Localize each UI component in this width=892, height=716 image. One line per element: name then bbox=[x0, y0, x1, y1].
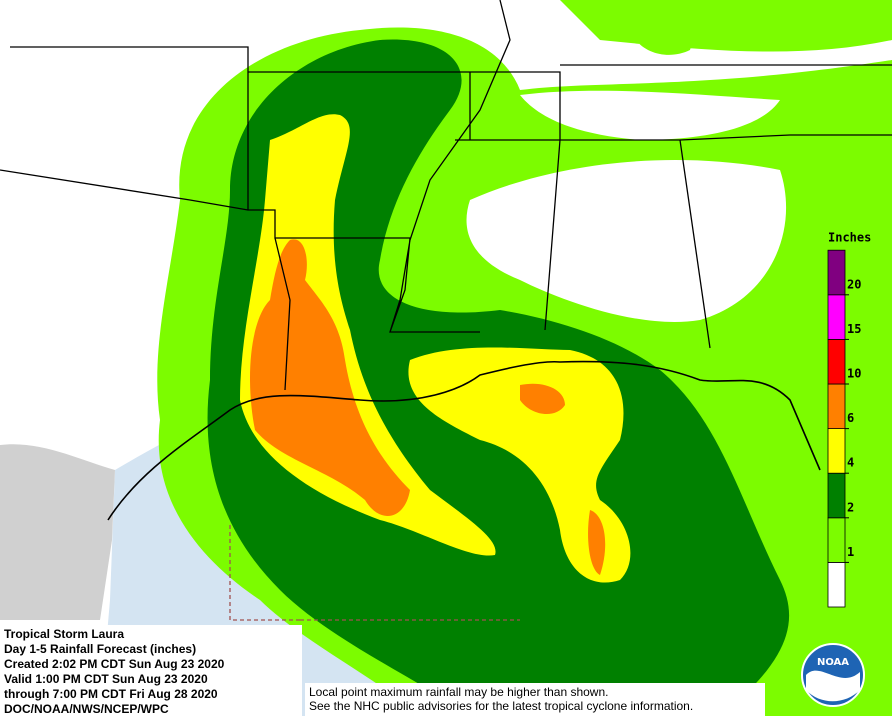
info-line: Created 2:02 PM CDT Sun Aug 23 2020 bbox=[4, 657, 225, 671]
info-box: Tropical Storm Laura Day 1-5 Rainfall Fo… bbox=[0, 625, 302, 716]
legend-swatch bbox=[827, 338, 846, 385]
footnote: Local point maximum rainfall may be high… bbox=[305, 683, 765, 716]
legend-label: 4 bbox=[847, 456, 854, 470]
legend-swatch bbox=[827, 517, 846, 563]
legend-label: 10 bbox=[847, 367, 861, 381]
legend-label: 20 bbox=[847, 277, 861, 291]
legend: 1 2 4 6 10 15 20 bbox=[827, 249, 861, 608]
legend-swatch bbox=[827, 383, 846, 429]
note-line: Local point maximum rainfall may be high… bbox=[309, 685, 609, 699]
legend-label: 2 bbox=[847, 500, 854, 514]
info-line: DOC/NOAA/NWS/NCEP/WPC bbox=[4, 702, 169, 716]
no-rain bbox=[466, 90, 787, 322]
logo-wave bbox=[806, 670, 860, 702]
legend-swatch bbox=[827, 294, 846, 340]
rain-4in-east bbox=[408, 347, 631, 583]
info-line: through 7:00 PM CDT Fri Aug 28 2020 bbox=[4, 687, 218, 701]
rain-1in-north bbox=[560, 0, 892, 55]
legend-swatch bbox=[827, 472, 846, 519]
legend-swatch bbox=[827, 428, 846, 474]
logo-text: NOAA bbox=[817, 657, 849, 668]
mexico bbox=[0, 444, 115, 620]
legend-label: 6 bbox=[847, 411, 854, 425]
legend-swatch bbox=[827, 249, 846, 296]
boundaries bbox=[0, 0, 892, 621]
info-line: Tropical Storm Laura bbox=[4, 627, 125, 641]
legend-label: 15 bbox=[847, 322, 861, 336]
legend-label: 1 bbox=[847, 545, 854, 559]
legend-swatch bbox=[827, 562, 846, 608]
note-line: See the NHC public advisories for the la… bbox=[309, 699, 694, 713]
legend-title: Inches bbox=[828, 231, 871, 245]
info-line: Valid 1:00 PM CDT Sun Aug 23 2020 bbox=[4, 672, 208, 686]
rain-6in bbox=[250, 239, 606, 576]
info-line: Day 1-5 Rainfall Forecast (inches) bbox=[4, 642, 197, 656]
